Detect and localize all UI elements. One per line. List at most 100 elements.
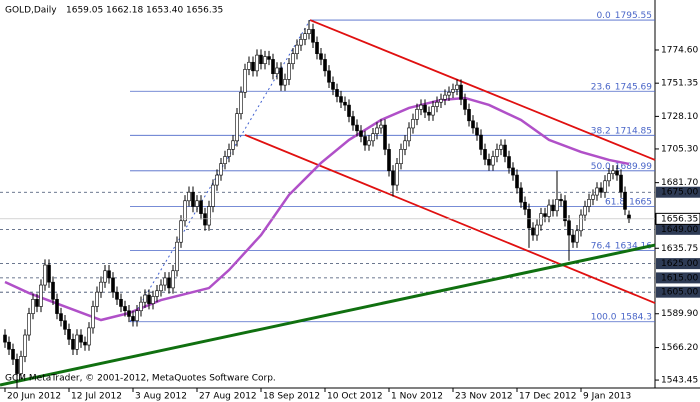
candle-body [283,79,287,86]
candle-body [143,294,147,303]
x-tick-label: 23 Nov 2012 [455,392,513,402]
candle-body [187,191,191,202]
x-tick-label: 18 Sep 2012 [263,392,320,402]
trend-line [309,19,656,161]
fib-value: 1714.85 [615,126,652,136]
y-tick-label: 1705.30 [661,144,698,154]
candle-body [11,348,15,360]
candle-body [367,140,371,146]
candle-body [347,104,351,117]
candle-body [615,170,619,176]
candle-body [627,214,631,220]
fib-level: 76.4 [591,241,611,251]
candle-body [291,53,295,64]
fib-level: 50.0 [591,161,611,171]
candle-body [327,70,331,83]
candle-body [67,329,71,340]
candle-body [399,149,403,164]
fib-value: 1665 [629,197,652,207]
candle-body [419,104,423,110]
candle-body [123,306,127,312]
candle-body [223,156,227,164]
candle-body [131,316,135,322]
y-tick-label: 1635.75 [661,244,698,254]
candle-body [571,234,575,243]
candle-body [315,41,319,54]
candle-body [271,59,275,74]
fib-value: 1795.55 [615,11,652,21]
fib-value: 1689.99 [615,161,652,171]
candle-body [475,127,479,136]
candle-body [115,291,119,300]
candle-body [383,124,387,150]
candle-body [443,94,447,100]
candle-body [379,124,383,129]
candle-body [319,53,323,60]
candle-body [459,84,463,100]
candle-body [543,213,547,217]
candle-body [27,313,31,336]
candle-body [255,54,259,72]
candle-body [215,174,219,186]
candle-body [467,109,471,122]
candle-body [303,33,307,40]
candle-body [395,163,399,186]
candle-body [439,99,443,103]
candle-body [339,96,343,103]
candle-body [275,67,279,74]
candle-body [499,144,503,150]
candle-body [519,187,523,203]
candle-body [463,99,467,110]
candle-body [611,170,615,174]
fib-label: 76.4 1634.16 [591,241,653,251]
candle-body [407,127,411,142]
candle-body [579,214,583,232]
candle-body [63,320,67,330]
candle-body [235,113,239,142]
candle-body [151,296,155,304]
candle-body [243,69,247,93]
candle-body [59,313,63,322]
level-label: 1625.00 [661,259,698,269]
candle-body [199,200,203,214]
candle-body [91,306,95,329]
x-tick-label: 9 Jan 2013 [583,392,631,402]
candle-body [455,84,459,90]
candle-body [567,220,571,236]
candle-body [23,334,27,357]
candle-body [119,299,123,307]
candle-body [559,199,563,202]
candle-body [47,264,51,283]
candle-body [619,174,623,193]
candle-body [359,130,363,137]
candle-body [555,199,559,212]
y-tick-label: 1543.45 [661,376,698,386]
candle-body [431,106,435,116]
candle-body [99,281,103,293]
x-tick-label: 10 Oct 2012 [327,392,383,402]
fib-label: 50.0 1689.99 [591,161,653,171]
y-tick-label: 1774.60 [661,45,698,55]
header-high: 1662.18 [106,6,143,16]
candle-body [263,56,267,64]
x-tick-label: 27 Aug 2012 [199,392,257,402]
last-price-box [655,212,700,225]
candle-body [211,184,215,207]
candle-body [7,341,11,350]
candle-body [179,220,183,243]
y-tick-label: 1751.35 [661,79,698,89]
y-tick-label: 1589.90 [661,309,698,319]
fib-level: 61.8 [605,197,625,207]
candle-body [355,124,359,132]
candle-body [51,281,55,300]
candle-body [591,194,595,200]
candle-body [259,54,263,64]
candle-body [623,191,627,210]
header-close: 1656.35 [186,6,223,16]
level-label: 1615.00 [661,273,698,283]
candle-body [195,200,199,207]
candle-body [495,149,499,157]
candle-body [55,299,59,314]
trend-line [0,243,656,387]
candle-body [599,187,603,193]
